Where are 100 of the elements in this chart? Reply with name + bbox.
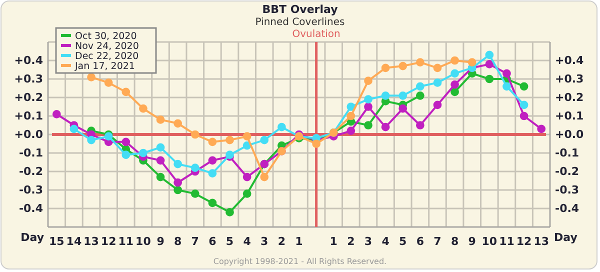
y2-tick-label: +0.1 [555,110,584,123]
point [139,148,148,158]
y2-tick-label: +0.4 [555,54,584,68]
x-tick-label: 3 [364,234,372,248]
point [450,88,459,96]
legend-label: Jan 17, 2021 [74,61,135,72]
x-tick-label: 14 [66,234,82,248]
point [381,64,390,72]
point [450,80,459,89]
point [416,82,424,91]
x-tick-label: 1 [295,234,303,248]
point [364,121,372,130]
point [208,156,217,165]
point [450,69,459,78]
x-tick-label: 12 [100,234,116,248]
x-tick-label: 15 [49,234,64,248]
point [485,74,494,84]
point [208,169,217,178]
x-tick-label: 7 [191,234,199,248]
point [208,138,217,146]
point [87,136,96,144]
point [502,69,511,78]
y-tick-label: -0.1 [18,146,43,160]
x-tick-label: 7 [434,234,442,248]
point [364,102,372,111]
point [156,143,165,152]
point [502,82,511,91]
y2-tick-label: -0.1 [555,146,580,160]
x-tick-label: 2 [347,234,355,248]
point [226,208,234,216]
point [520,112,528,120]
y-tick-label: -0.3 [18,184,43,197]
point [226,136,234,144]
point [433,78,442,87]
point [416,121,424,130]
point [433,100,442,110]
x-tick-label: 9 [468,234,476,248]
point [260,172,269,182]
point [87,72,96,82]
ref-line-label: Ovulation [292,29,340,40]
y-tick-label: +0.4 [14,54,44,68]
point [208,198,217,208]
point [312,140,320,148]
x-tick-label: 11 [118,234,134,248]
point [122,88,130,96]
point [537,124,546,134]
point [242,172,252,182]
point [485,60,494,68]
point [485,50,494,60]
x-tick-label: 5 [226,234,234,248]
x-tick-label: 10 [482,234,498,248]
point [433,64,442,72]
y2-tick-label: -0.4 [555,202,580,216]
x-tick-label: 6 [416,234,424,248]
x-tick-label: 4 [382,234,390,248]
legend-label: Nov 24, 2020 [75,41,139,52]
x-tick-label: 4 [243,234,252,248]
x-tick-label: 13 [84,234,99,248]
x-tick-label: 10 [136,234,152,248]
point [468,58,476,67]
point [381,91,390,100]
point [174,186,182,194]
point [364,95,372,104]
point [398,104,408,113]
point [416,58,424,67]
chart-subtitle: Pinned Coverlines [255,17,345,28]
legend-label: Dec 22, 2020 [75,51,139,62]
y-tick-label: +0.1 [14,110,43,123]
x-tick-label: 6 [208,234,217,248]
point [70,124,78,134]
legend-label: Oct 30, 2020 [75,31,137,42]
point [260,136,269,144]
point [346,112,356,120]
y2-tick-label: -0.3 [555,184,580,197]
chart-title: BBT Overlay [262,3,338,16]
x-tick-label: 1 [330,234,338,248]
x-tick-label: 2 [278,234,286,248]
point [122,150,130,160]
point [190,130,200,139]
x-tick-label: 9 [156,234,164,248]
x-axis-title: Day [20,231,44,244]
y-tick-label: +0.2 [14,91,43,104]
x-tick-label: 8 [450,234,459,248]
point [346,102,356,111]
point [190,190,200,198]
point [52,110,61,118]
point [156,172,165,182]
x-tick-label: 13 [534,234,549,248]
point [242,190,252,198]
text: Day [554,231,578,244]
point [398,62,408,70]
y2-tick-label: +0.2 [555,91,584,104]
point [174,160,182,168]
point [190,164,200,172]
x-tick-label: 11 [499,234,514,248]
x-tick-label: 8 [174,234,182,248]
point [520,100,528,110]
point [242,132,252,141]
y2-tick-label: -0.2 [555,165,580,178]
point [174,119,182,128]
